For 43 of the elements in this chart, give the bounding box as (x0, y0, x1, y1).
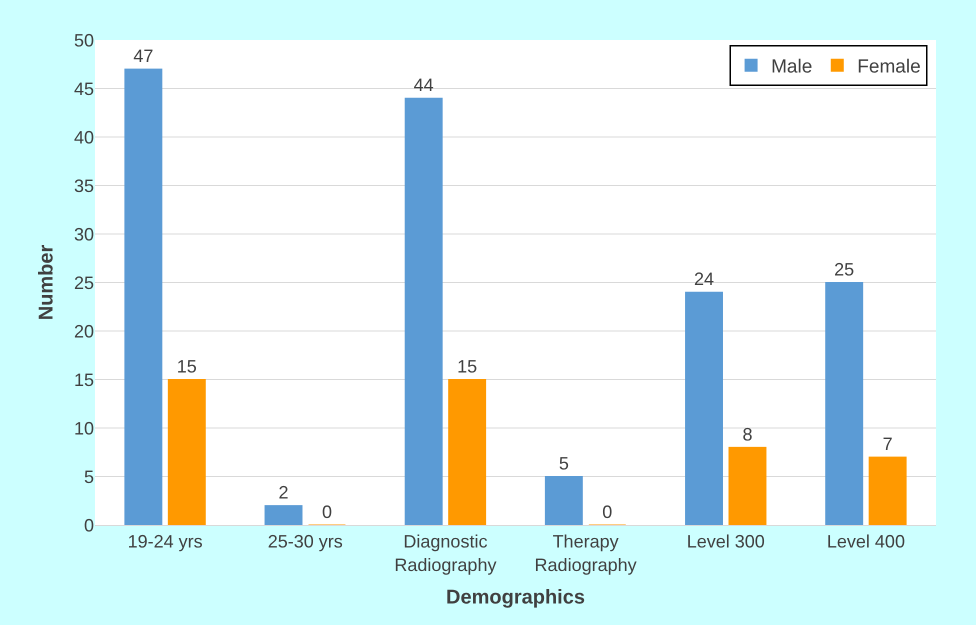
y-tick-label: 35 (74, 176, 94, 196)
y-tick-label: 40 (74, 127, 94, 148)
y-tick-label: 25 (74, 272, 94, 293)
data-label: 25 (834, 260, 854, 280)
bar (728, 446, 766, 525)
y-tick-label: 20 (74, 321, 94, 342)
legend-label: Male (771, 56, 812, 78)
bar (264, 505, 302, 525)
x-axis-title: Demographics (446, 586, 585, 608)
bar (868, 456, 907, 525)
x-tick-label: Therapy Radiography (534, 532, 637, 575)
data-label: 2 (278, 482, 289, 503)
data-label: 44 (414, 75, 434, 96)
bar (448, 379, 486, 525)
bar (825, 282, 864, 525)
x-tick-label: 19-24 yrs (128, 532, 203, 552)
y-tick-label: 30 (74, 224, 94, 244)
x-tick-label: Level 300 (686, 532, 765, 552)
data-label: 7 (882, 434, 893, 454)
data-label: 0 (322, 502, 332, 522)
bar (168, 379, 206, 525)
bar (685, 292, 723, 525)
y-tick-label: 15 (74, 370, 94, 390)
data-label: 5 (558, 454, 569, 474)
y-tick-label: 5 (84, 466, 94, 487)
x-tick-label: Diagnostic Radiography (394, 532, 496, 575)
y-tick-label: 45 (74, 78, 94, 99)
y-axis-title: Number (35, 244, 58, 320)
data-label: 15 (457, 356, 478, 376)
y-tick-label: 10 (74, 418, 94, 438)
legend-label: Female (857, 56, 921, 78)
x-tick-label: 25-30 yrs (268, 532, 343, 552)
data-label: 0 (602, 502, 612, 522)
data-label: 8 (742, 424, 752, 444)
bar (544, 476, 583, 525)
data-label: 47 (133, 46, 154, 66)
y-tick-label: 50 (74, 30, 94, 50)
y-tick-label: 0 (84, 515, 94, 536)
bar (124, 68, 162, 525)
data-label: 24 (694, 269, 714, 290)
data-label: 15 (176, 356, 197, 376)
bar (404, 98, 443, 525)
x-tick-label: Level 400 (826, 532, 905, 552)
